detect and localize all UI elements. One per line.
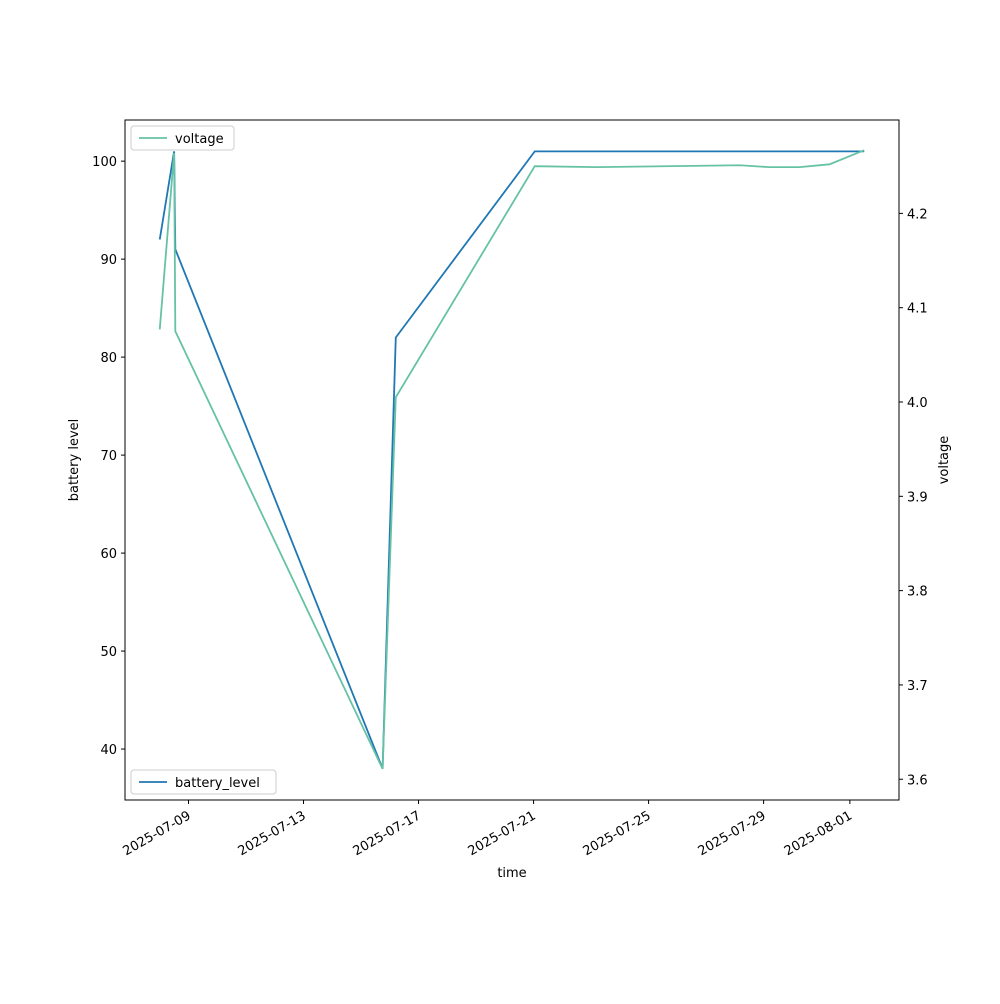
y2-tick-label: 4.0 bbox=[907, 396, 928, 411]
y-tick-label: 60 bbox=[100, 547, 117, 562]
y-tick-label: 50 bbox=[100, 645, 117, 660]
y-tick-label: 100 bbox=[92, 155, 117, 170]
y2-tick-label: 3.6 bbox=[907, 773, 928, 788]
y2-tick-label: 4.1 bbox=[907, 302, 928, 317]
y2-tick-label: 3.7 bbox=[907, 679, 928, 694]
y2-tick-label: 3.8 bbox=[907, 585, 928, 600]
y-tick-label: 70 bbox=[100, 449, 117, 464]
x-tick-label: 2025-07-21 bbox=[466, 808, 539, 859]
legend-box bbox=[130, 769, 277, 795]
y-tick-label: 90 bbox=[100, 253, 117, 268]
y2-axis-label: voltage bbox=[937, 436, 952, 485]
x-tick-label: 2025-07-09 bbox=[121, 808, 194, 859]
legend-label: battery_level bbox=[175, 776, 260, 791]
x-axis-label: time bbox=[497, 866, 526, 881]
y2-tick-label: 3.9 bbox=[907, 490, 928, 505]
y-axis-label: battery level bbox=[67, 419, 82, 502]
y-tick-label: 80 bbox=[100, 351, 117, 366]
x-tick-label: 2025-07-25 bbox=[581, 808, 654, 859]
line-series bbox=[158, 150, 865, 769]
legend-box bbox=[130, 125, 235, 151]
x-tick-label: 2025-07-17 bbox=[351, 808, 424, 859]
x-tick-label: 2025-07-13 bbox=[236, 808, 309, 859]
legend-label: voltage bbox=[175, 132, 224, 147]
x-tick-label: 2025-07-29 bbox=[696, 808, 769, 859]
plot-frame bbox=[124, 119, 900, 801]
y2-tick-label: 4.2 bbox=[907, 207, 928, 222]
x-tick-label: 2025-08-01 bbox=[782, 808, 855, 859]
line-series bbox=[158, 149, 865, 770]
y-tick-label: 40 bbox=[100, 743, 117, 758]
